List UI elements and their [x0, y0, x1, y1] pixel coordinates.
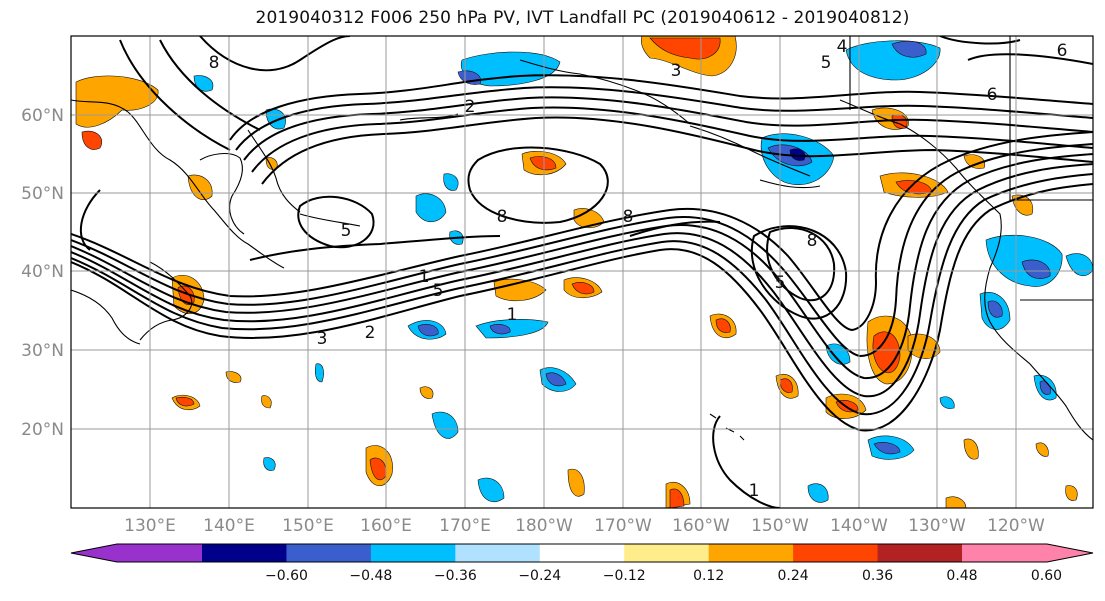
colorbar-tick-label: −0.48: [349, 568, 392, 584]
colorbar-tick-label: −0.60: [265, 568, 308, 584]
colorbar-segment: [962, 544, 1093, 562]
lon-label: 130°E: [124, 516, 176, 536]
colorbar-segment: [286, 544, 372, 562]
contour-label: 1: [507, 305, 518, 325]
colorbar-segment: [455, 544, 541, 562]
lat-label: 50°N: [21, 184, 64, 204]
map-title: 2019040312 F006 250 hPa PV, IVT Landfall…: [255, 8, 910, 28]
contour-label: 6: [987, 85, 998, 105]
lon-label: 150°W: [751, 516, 809, 536]
contour-label: 3: [671, 61, 682, 81]
latitude-labels: 60°N 50°N 40°N 30°N 20°N: [21, 106, 64, 440]
colorbar-segment: [877, 544, 963, 562]
contour-label: 5: [775, 273, 786, 293]
graticule: [71, 36, 1093, 508]
coastlines: [71, 36, 1093, 441]
contour-label: 4: [837, 37, 848, 57]
contour-label: 3: [317, 329, 328, 349]
plot-frame: [70, 35, 1094, 509]
lat-label: 40°N: [21, 262, 64, 282]
colorbar-tick-label: −0.24: [518, 568, 561, 584]
lat-label: 30°N: [21, 341, 64, 361]
lon-label: 120°W: [987, 516, 1045, 536]
contour-label: 8: [209, 53, 220, 73]
lon-label: 150°E: [282, 516, 334, 536]
colorbar-tick-label: 0.60: [1031, 568, 1062, 584]
colorbar-tick-label: 0.12: [693, 568, 724, 584]
pv-contours: [71, 36, 1093, 508]
contour-label: 2: [365, 323, 376, 343]
lon-label: 170°W: [594, 516, 652, 536]
colorbar-segment: [708, 544, 794, 562]
colorbar-segment: [793, 544, 879, 562]
lon-label: 170°E: [439, 516, 491, 536]
colorbar-tick-label: −0.12: [603, 568, 646, 584]
colorbar-segment: [370, 544, 456, 562]
colorbar-segment: [624, 544, 710, 562]
colorbar-segment: [71, 544, 202, 562]
colorbar: −0.60 −0.48 −0.36 −0.24 −0.12 0.12 0.24 0.36 0.4…: [70, 543, 1094, 584]
colorbar-segment: [539, 544, 625, 562]
lon-label: 180°W: [515, 516, 573, 536]
lat-label: 60°N: [21, 106, 64, 126]
colorbar-tick-label: −0.36: [434, 568, 477, 584]
colorbar-outline: [70, 543, 1094, 563]
contour-label: 5: [433, 281, 444, 301]
contour-label: 6: [1057, 41, 1068, 61]
contour-label: 2: [465, 97, 476, 117]
contour-label: 8: [497, 207, 508, 227]
colorbar-tick-label: 0.24: [778, 568, 809, 584]
lat-label: 20°N: [21, 420, 64, 440]
contour-labels: 8 2 5 5 8 8 1 5 3 2 1 8 6 1 6 4 5 3: [209, 37, 1068, 501]
contour-label: 1: [419, 267, 430, 287]
colorbar-tick-label: 0.36: [862, 568, 893, 584]
lon-label: 130°W: [908, 516, 966, 536]
longitude-labels: 130°E 140°E 150°E 160°E 170°E 180°W 170°…: [124, 516, 1045, 536]
lon-label: 140°E: [203, 516, 255, 536]
contour-label: 1: [749, 481, 760, 501]
contour-label: 8: [807, 231, 818, 251]
lon-label: 160°W: [672, 516, 730, 536]
contour-label: 5: [341, 221, 352, 241]
lon-label: 160°E: [360, 516, 412, 536]
colorbar-tick-label: 0.48: [946, 568, 977, 584]
lon-label: 140°W: [830, 516, 888, 536]
colorbar-segment: [202, 544, 287, 562]
contour-label: 8: [623, 207, 634, 227]
contour-label: 5: [821, 53, 832, 73]
